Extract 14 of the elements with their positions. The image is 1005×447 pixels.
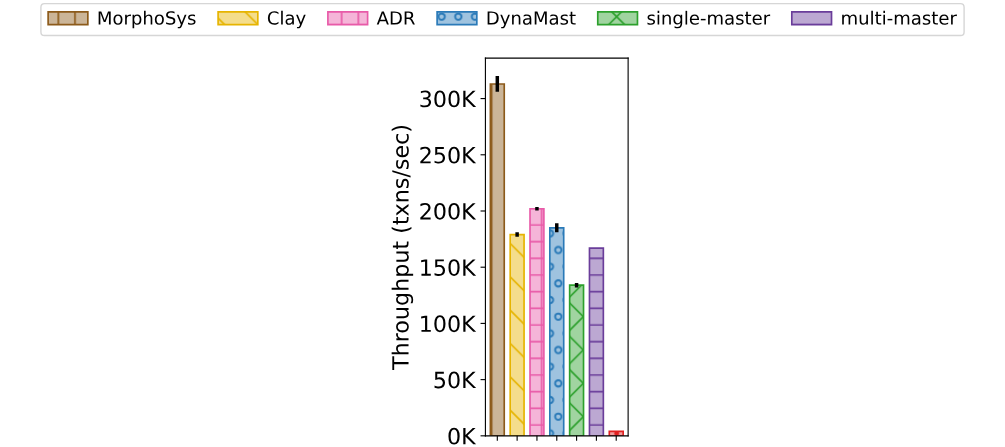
y-tick-label: 0K	[448, 427, 477, 445]
y-axis-title: Throughput (txns/sec)	[391, 125, 414, 371]
legend-label: single-master	[647, 10, 771, 29]
y-tick-label: 50K	[434, 371, 477, 389]
legend-label: DynaMast	[487, 11, 576, 29]
y-tick-label: 200K	[420, 202, 477, 220]
legend-label: multi-master	[842, 10, 957, 25]
legend-label: Clay	[267, 10, 306, 29]
y-tick-label: 250K	[420, 146, 477, 164]
y-tick-label: 100K	[421, 315, 477, 333]
legend-label: ADR	[376, 11, 415, 25]
legend-label: MorphoSys	[98, 10, 196, 29]
y-tick-label: 300K	[420, 90, 477, 108]
y-tick-label: 150K	[421, 259, 477, 276]
